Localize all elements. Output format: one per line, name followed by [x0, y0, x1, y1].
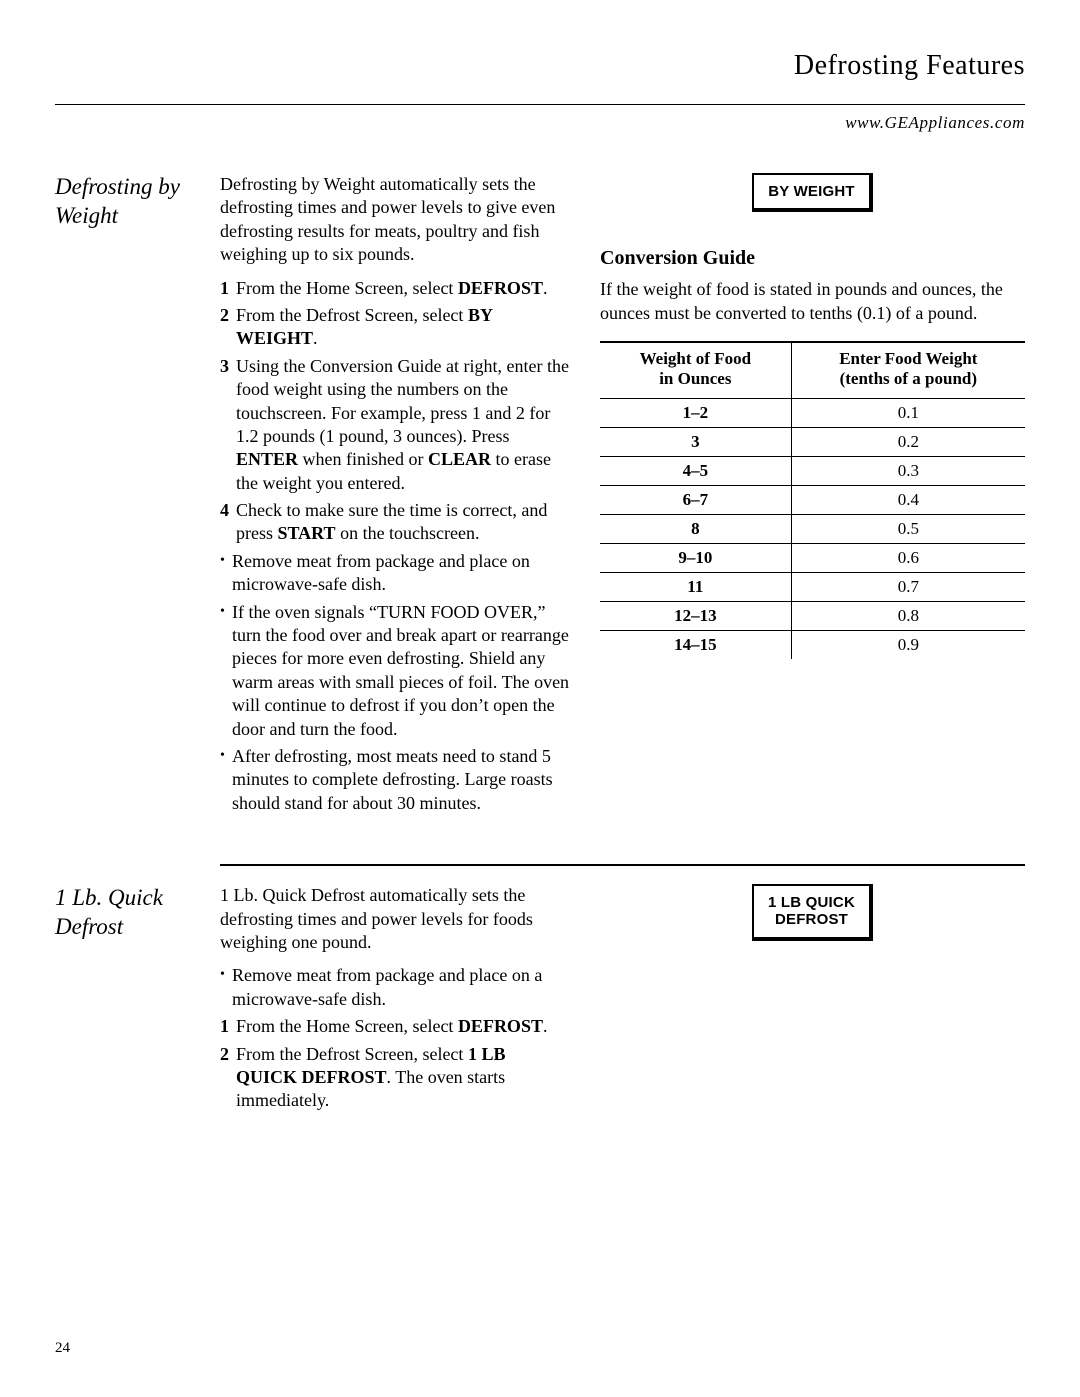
- step-4: 4 Check to make sure the time is correct…: [220, 499, 570, 546]
- conversion-guide-title: Conversion Guide: [600, 247, 1025, 270]
- page-header: Defrosting Features www.GEAppliances.com: [55, 50, 1025, 133]
- step-text: From the Defrost Screen, select 1 LB QUI…: [236, 1043, 570, 1113]
- bullet-item: •If the oven signals “TURN FOOD OVER,” t…: [220, 601, 570, 741]
- step-1: 1 From the Home Screen, select DEFROST.: [220, 1015, 570, 1038]
- conversion-table: Weight of Food in Ounces Enter Food Weig…: [600, 341, 1025, 659]
- table-row: 80.5: [600, 514, 1025, 543]
- intro-text: 1 Lb. Quick Defrost automatically sets t…: [220, 884, 570, 954]
- step-number: 1: [220, 277, 236, 300]
- section-quick-defrost: 1 Lb. Quick Defrost 1 Lb. Quick Defrost …: [55, 884, 1025, 1117]
- table-row: 6–70.4: [600, 485, 1025, 514]
- table-header: Weight of Food in Ounces: [600, 342, 791, 398]
- quick-defrost-button: 1 LB QUICK DEFROST: [752, 884, 873, 941]
- left-column: 1 Lb. Quick Defrost automatically sets t…: [220, 884, 570, 1117]
- table-row: 1–20.1: [600, 398, 1025, 427]
- section-body: Defrosting by Weight automatically sets …: [220, 173, 1025, 819]
- right-column: 1 LB QUICK DEFROST: [600, 884, 1025, 1117]
- button-illustration: BY WEIGHT: [600, 173, 1025, 212]
- step-number: 2: [220, 1043, 236, 1113]
- page-title: Defrosting Features: [55, 50, 1025, 82]
- intro-text: Defrosting by Weight automatically sets …: [220, 173, 570, 267]
- step-2: 2 From the Defrost Screen, select 1 LB Q…: [220, 1043, 570, 1113]
- left-column: Defrosting by Weight automatically sets …: [220, 173, 570, 819]
- table-header-row: Weight of Food in Ounces Enter Food Weig…: [600, 342, 1025, 398]
- bullet-notes: •Remove meat from package and place on m…: [220, 550, 570, 815]
- step-2: 2 From the Defrost Screen, select BY WEI…: [220, 304, 570, 351]
- table-row: 30.2: [600, 427, 1025, 456]
- bullet-notes: •Remove meat from package and place on a…: [220, 964, 570, 1011]
- step-text: From the Home Screen, select DEFROST.: [236, 1015, 570, 1038]
- step-1: 1 From the Home Screen, select DEFROST.: [220, 277, 570, 300]
- bullet-item: •Remove meat from package and place on m…: [220, 550, 570, 597]
- website-url: www.GEAppliances.com: [55, 113, 1025, 133]
- step-text: From the Home Screen, select DEFROST.: [236, 277, 570, 300]
- step-number: 1: [220, 1015, 236, 1038]
- table-row: 12–130.8: [600, 601, 1025, 630]
- step-number: 3: [220, 355, 236, 495]
- numbered-steps: 1 From the Home Screen, select DEFROST. …: [220, 1015, 570, 1113]
- step-3: 3 Using the Conversion Guide at right, e…: [220, 355, 570, 495]
- table-header: Enter Food Weight (tenths of a pound): [791, 342, 1025, 398]
- step-text: Check to make sure the time is correct, …: [236, 499, 570, 546]
- section-heading: Defrosting by Weight: [55, 173, 220, 231]
- page-number: 24: [55, 1340, 70, 1357]
- bullet-item: •Remove meat from package and place on a…: [220, 964, 570, 1011]
- conversion-guide-intro: If the weight of food is stated in pound…: [600, 278, 1025, 325]
- table-body: 1–20.1 30.2 4–50.3 6–70.4 80.5 9–100.6 1…: [600, 398, 1025, 659]
- table-row: 4–50.3: [600, 456, 1025, 485]
- step-number: 2: [220, 304, 236, 351]
- step-text: Using the Conversion Guide at right, ent…: [236, 355, 570, 495]
- section-defrost-by-weight: Defrosting by Weight Defrosting by Weigh…: [55, 173, 1025, 819]
- header-rule: [55, 104, 1025, 105]
- table-row: 110.7: [600, 572, 1025, 601]
- section-divider: [220, 864, 1025, 866]
- table-row: 14–150.9: [600, 630, 1025, 659]
- section-body: 1 Lb. Quick Defrost automatically sets t…: [220, 884, 1025, 1117]
- button-illustration: 1 LB QUICK DEFROST: [600, 884, 1025, 941]
- step-text: From the Defrost Screen, select BY WEIGH…: [236, 304, 570, 351]
- numbered-steps: 1 From the Home Screen, select DEFROST. …: [220, 277, 570, 546]
- table-row: 9–100.6: [600, 543, 1025, 572]
- bullet-item: •After defrosting, most meats need to st…: [220, 745, 570, 815]
- right-column: BY WEIGHT Conversion Guide If the weight…: [600, 173, 1025, 819]
- by-weight-button: BY WEIGHT: [752, 173, 873, 212]
- step-number: 4: [220, 499, 236, 546]
- section-heading: 1 Lb. Quick Defrost: [55, 884, 220, 942]
